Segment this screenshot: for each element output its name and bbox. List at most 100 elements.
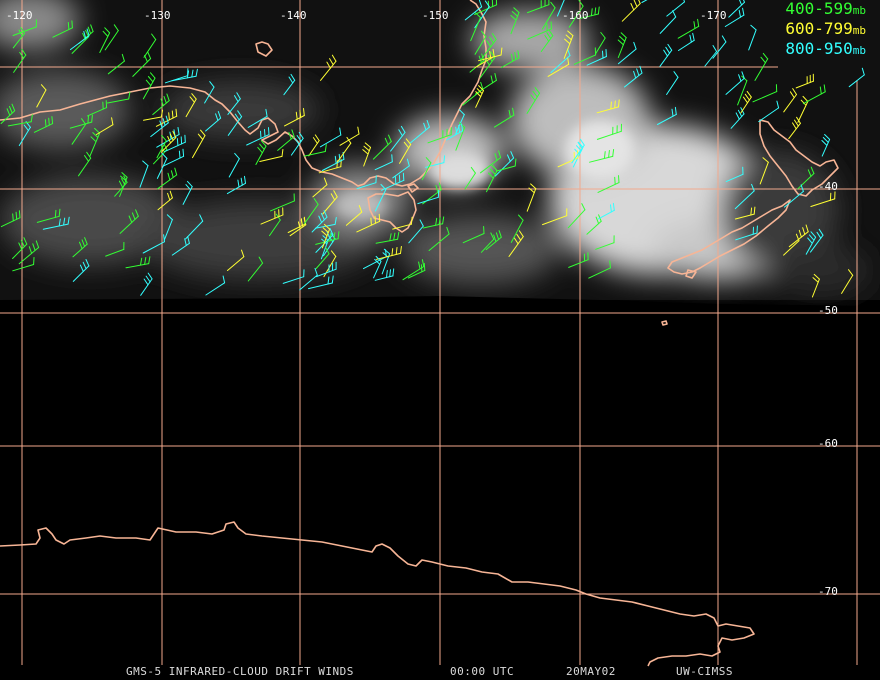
wind-barb bbox=[568, 5, 584, 28]
wind-barb-tick bbox=[391, 154, 393, 163]
wind-barb bbox=[282, 276, 305, 284]
wind-barb-tick bbox=[165, 115, 169, 124]
wind-barb-tick bbox=[514, 52, 517, 60]
legend-range: 400-599 bbox=[785, 0, 853, 18]
wind-barb-tick bbox=[51, 116, 54, 125]
wind-barb-tick bbox=[455, 126, 458, 135]
wind-barb bbox=[185, 220, 204, 240]
wind-barb-tick bbox=[423, 262, 426, 271]
wind-barb-tick bbox=[458, 109, 465, 116]
wind-barb bbox=[595, 37, 606, 55]
wind-barb-tick bbox=[507, 154, 511, 162]
wind-barb bbox=[204, 86, 215, 104]
wind-barb bbox=[737, 80, 748, 106]
wind-barb-tick bbox=[178, 150, 181, 159]
wind-barb-tick bbox=[510, 151, 515, 159]
wind-barb-tick bbox=[140, 257, 143, 266]
wind-barb-tick bbox=[209, 81, 215, 88]
wind-barb-tick bbox=[470, 166, 476, 174]
wind-barb-tick bbox=[438, 182, 442, 191]
wind-barb-tick bbox=[326, 231, 331, 239]
longitude-label: -160 bbox=[562, 9, 589, 22]
wind-barb-tick bbox=[318, 215, 323, 223]
wind-barb-tick bbox=[564, 38, 571, 45]
wind-barb-tick bbox=[83, 31, 87, 39]
wind-barb-tick bbox=[485, 58, 490, 66]
wind-barb bbox=[312, 184, 328, 198]
wind-barb-tick bbox=[418, 261, 421, 270]
wind-barb-tick bbox=[339, 127, 342, 136]
wind-barb-tick bbox=[609, 260, 611, 269]
wind-barb-tick bbox=[121, 172, 128, 178]
wind-barb bbox=[470, 17, 481, 42]
wind-barb-tick bbox=[534, 87, 540, 94]
wind-barb-tick bbox=[478, 55, 482, 64]
wind-barb-tick bbox=[67, 216, 70, 225]
wind-barb-tick bbox=[217, 111, 222, 119]
wind-barb-tick bbox=[480, 81, 484, 90]
wind-barb-tick bbox=[191, 69, 194, 78]
latitude-label: -70 bbox=[818, 585, 838, 598]
wind-barb-tick bbox=[87, 115, 89, 124]
wind-barb-tick bbox=[491, 164, 498, 172]
wind-barb-tick bbox=[121, 53, 125, 62]
wind-barb bbox=[339, 133, 360, 146]
wind-barb-tick bbox=[294, 138, 300, 145]
wind-barb-tick bbox=[475, 91, 482, 98]
wind-barb-tick bbox=[513, 237, 519, 245]
wind-barb-tick bbox=[617, 39, 624, 46]
wind-barb-tick bbox=[475, 12, 481, 19]
footer-source: UW-CIMSS bbox=[676, 665, 733, 678]
wind-barb bbox=[752, 91, 778, 103]
wind-barb-tick bbox=[674, 106, 677, 115]
wind-barb-tick bbox=[334, 217, 337, 225]
nz-north-island-coastline bbox=[759, 119, 839, 197]
wind-barb-tick bbox=[67, 22, 70, 30]
wind-barb-tick bbox=[511, 53, 514, 62]
tasmania-coastline bbox=[367, 191, 417, 233]
wind-barb bbox=[567, 209, 586, 229]
legend-item-400-599: 400-599mb bbox=[785, 0, 866, 20]
wind-barb-tick bbox=[161, 134, 167, 142]
wind-barb-tick bbox=[532, 90, 538, 98]
wind-barb-tick bbox=[478, 0, 483, 8]
latitude-label: -40 bbox=[818, 180, 838, 193]
wind-barb-tick bbox=[18, 242, 23, 250]
wind-barb-tick bbox=[20, 27, 25, 34]
wind-barb-tick bbox=[362, 149, 369, 155]
wind-barb bbox=[104, 30, 119, 51]
wind-barb-tick bbox=[516, 233, 522, 241]
wind-barb-tick bbox=[667, 43, 673, 51]
wind-barb bbox=[205, 282, 226, 296]
wind-barb-tick bbox=[386, 270, 388, 278]
wind-barb-tick bbox=[150, 72, 156, 79]
wind-barb bbox=[588, 267, 611, 279]
wind-barb-tick bbox=[290, 73, 296, 81]
wind-barb-tick bbox=[324, 144, 327, 152]
wind-barb-tick bbox=[544, 35, 550, 42]
legend-range: 600-799 bbox=[785, 19, 853, 38]
wind-barb bbox=[71, 123, 87, 145]
wind-barb-tick bbox=[147, 51, 152, 60]
wind-barb-tick bbox=[145, 275, 151, 283]
wind-barb-tick bbox=[590, 8, 593, 17]
wind-barb-tick bbox=[824, 134, 831, 140]
wind-barb bbox=[374, 161, 393, 171]
wind-barb-tick bbox=[750, 207, 753, 216]
wind-barb-tick bbox=[807, 169, 812, 177]
wind-barb-tick bbox=[144, 257, 147, 265]
wind-barb-tick bbox=[331, 54, 337, 62]
wind-barb-tick bbox=[21, 48, 27, 56]
island-coastline bbox=[407, 183, 419, 193]
wind-barb-tick bbox=[530, 183, 537, 190]
wind-barb-tick bbox=[334, 155, 337, 164]
wind-barb-tick bbox=[610, 101, 612, 110]
wind-barb-tick bbox=[12, 213, 14, 222]
wind-barb-tick bbox=[128, 215, 133, 223]
wind-barb-tick bbox=[151, 33, 157, 41]
wind-barb-tick bbox=[410, 216, 413, 225]
wind-barb-tick bbox=[395, 247, 398, 255]
wind-barb-tick bbox=[323, 210, 328, 218]
wind-barb-tick bbox=[848, 269, 854, 276]
